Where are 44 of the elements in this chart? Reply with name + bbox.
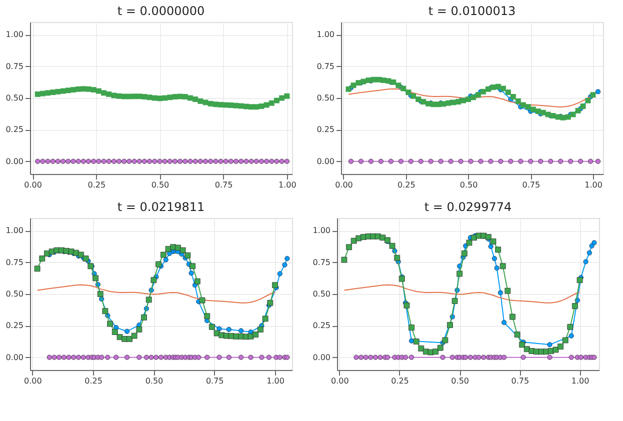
x-tick-label: 1.00 xyxy=(278,180,296,190)
y-tick-label: 1.00 xyxy=(312,226,330,236)
x-tick-label: 0.25 xyxy=(391,376,409,386)
y-tick-label: 0.00 xyxy=(316,156,334,166)
y-tick-label: 0.00 xyxy=(6,352,24,362)
y-tick-label: 0.75 xyxy=(6,258,24,267)
y-tick-label: 0.25 xyxy=(6,125,24,134)
y-tick-label: 0.00 xyxy=(6,156,24,166)
x-tick-label: 0.00 xyxy=(335,180,353,190)
y-tick-label: 0.75 xyxy=(316,62,334,71)
x-tick-label: 0.50 xyxy=(460,180,478,190)
x-tick-label: 1.00 xyxy=(266,376,284,386)
chart-title: t = 0.0219811 xyxy=(117,200,205,214)
chart-title: t = 0.0100013 xyxy=(428,4,516,18)
x-tick-label: 0.75 xyxy=(511,376,530,386)
y-tick-label: 0.50 xyxy=(316,94,334,102)
chart-title: t = 0.0000000 xyxy=(117,4,205,18)
chart-title: t = 0.0299774 xyxy=(424,200,512,214)
y-tick-label: 1.00 xyxy=(6,226,24,236)
y-tick-label: 1.00 xyxy=(316,30,334,40)
y-tick-label: 0.50 xyxy=(6,290,24,298)
y-tick-label: 0.25 xyxy=(312,321,330,330)
x-tick-label: 1.00 xyxy=(571,376,590,386)
x-tick-label: 0.00 xyxy=(330,376,349,386)
x-tick-label: 0.50 xyxy=(151,180,170,190)
x-tick-label: 0.75 xyxy=(214,180,233,190)
x-tick-label: 0.75 xyxy=(522,180,540,190)
x-tick-label: 0.25 xyxy=(397,180,416,190)
y-tick-label: 0.50 xyxy=(312,290,330,298)
y-tick-label: 0.75 xyxy=(312,258,330,267)
x-tick-label: 1.00 xyxy=(584,180,602,190)
x-tick-label: 0.25 xyxy=(84,376,102,386)
x-tick-label: 0.75 xyxy=(206,376,224,386)
y-tick-label: 0.75 xyxy=(6,62,24,71)
y-tick-label: 0.25 xyxy=(316,125,334,134)
x-tick-label: 0.25 xyxy=(88,180,106,190)
y-tick-label: 0.00 xyxy=(312,352,330,362)
x-tick-label: 0.50 xyxy=(451,376,469,386)
x-tick-label: 0.00 xyxy=(24,180,42,190)
y-tick-label: 0.25 xyxy=(6,321,24,330)
x-tick-label: 0.50 xyxy=(145,376,164,386)
y-tick-label: 1.00 xyxy=(6,30,24,40)
y-tick-label: 0.50 xyxy=(6,94,24,102)
x-tick-label: 0.00 xyxy=(24,376,42,386)
